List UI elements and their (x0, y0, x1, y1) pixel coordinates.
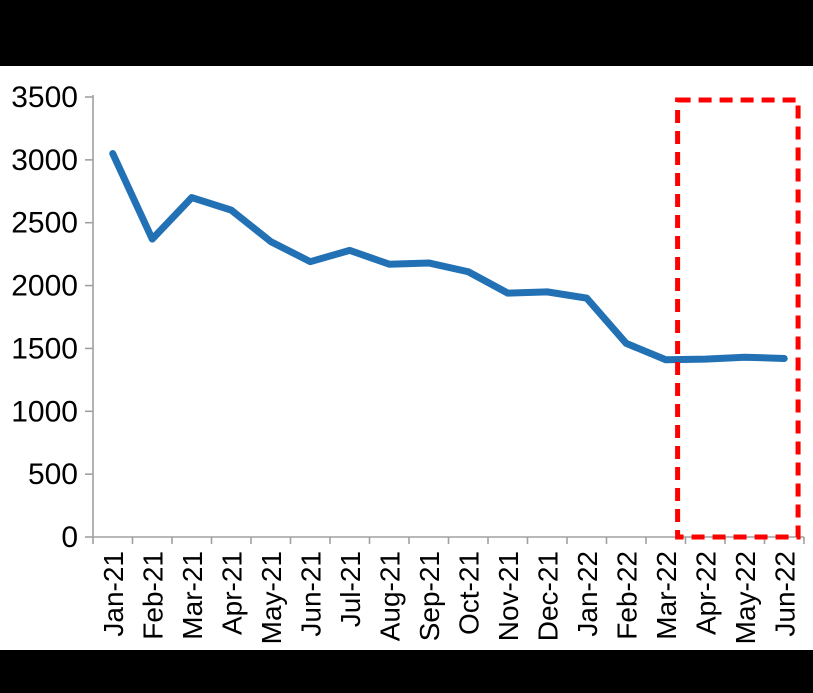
y-axis-label: 2500 (11, 207, 78, 240)
x-axis-label: Dec-21 (532, 551, 563, 641)
x-axis-label: Jul-21 (335, 551, 366, 627)
x-axis-label: Jun-21 (295, 551, 326, 637)
top-letterbox-bar (0, 0, 813, 66)
x-axis-label: Apr-21 (216, 551, 247, 635)
x-axis-label: Nov-21 (493, 551, 524, 641)
y-axis-label: 1500 (11, 332, 78, 365)
x-axis-label: Oct-21 (453, 551, 484, 635)
x-axis-label: May-21 (256, 551, 287, 644)
y-axis-label: 3000 (11, 144, 78, 177)
bottom-letterbox-bar (0, 650, 813, 693)
highlight-box (675, 97, 801, 540)
x-axis-label: Feb-21 (137, 551, 168, 640)
y-axis-label: 0 (61, 521, 78, 554)
x-axis-label: Apr-22 (690, 551, 721, 635)
y-axis-label: 3500 (11, 81, 78, 114)
x-axis-label: Jun-22 (769, 551, 800, 637)
x-axis-label: Mar-22 (651, 551, 682, 640)
x-axis-label: May-22 (730, 551, 761, 644)
x-axis-label: Feb-22 (611, 551, 642, 640)
y-axis-label: 500 (28, 458, 78, 491)
x-axis-label: Aug-21 (374, 551, 405, 641)
x-axis-label: Mar-21 (177, 551, 208, 640)
y-axis-label: 1000 (11, 395, 78, 428)
x-axis-label: Sep-21 (414, 551, 445, 641)
x-axis-label: Jan-22 (572, 551, 603, 637)
x-axis-label: Jan-21 (98, 551, 129, 637)
y-axis-label: 2000 (11, 270, 78, 303)
data-line (109, 150, 788, 364)
